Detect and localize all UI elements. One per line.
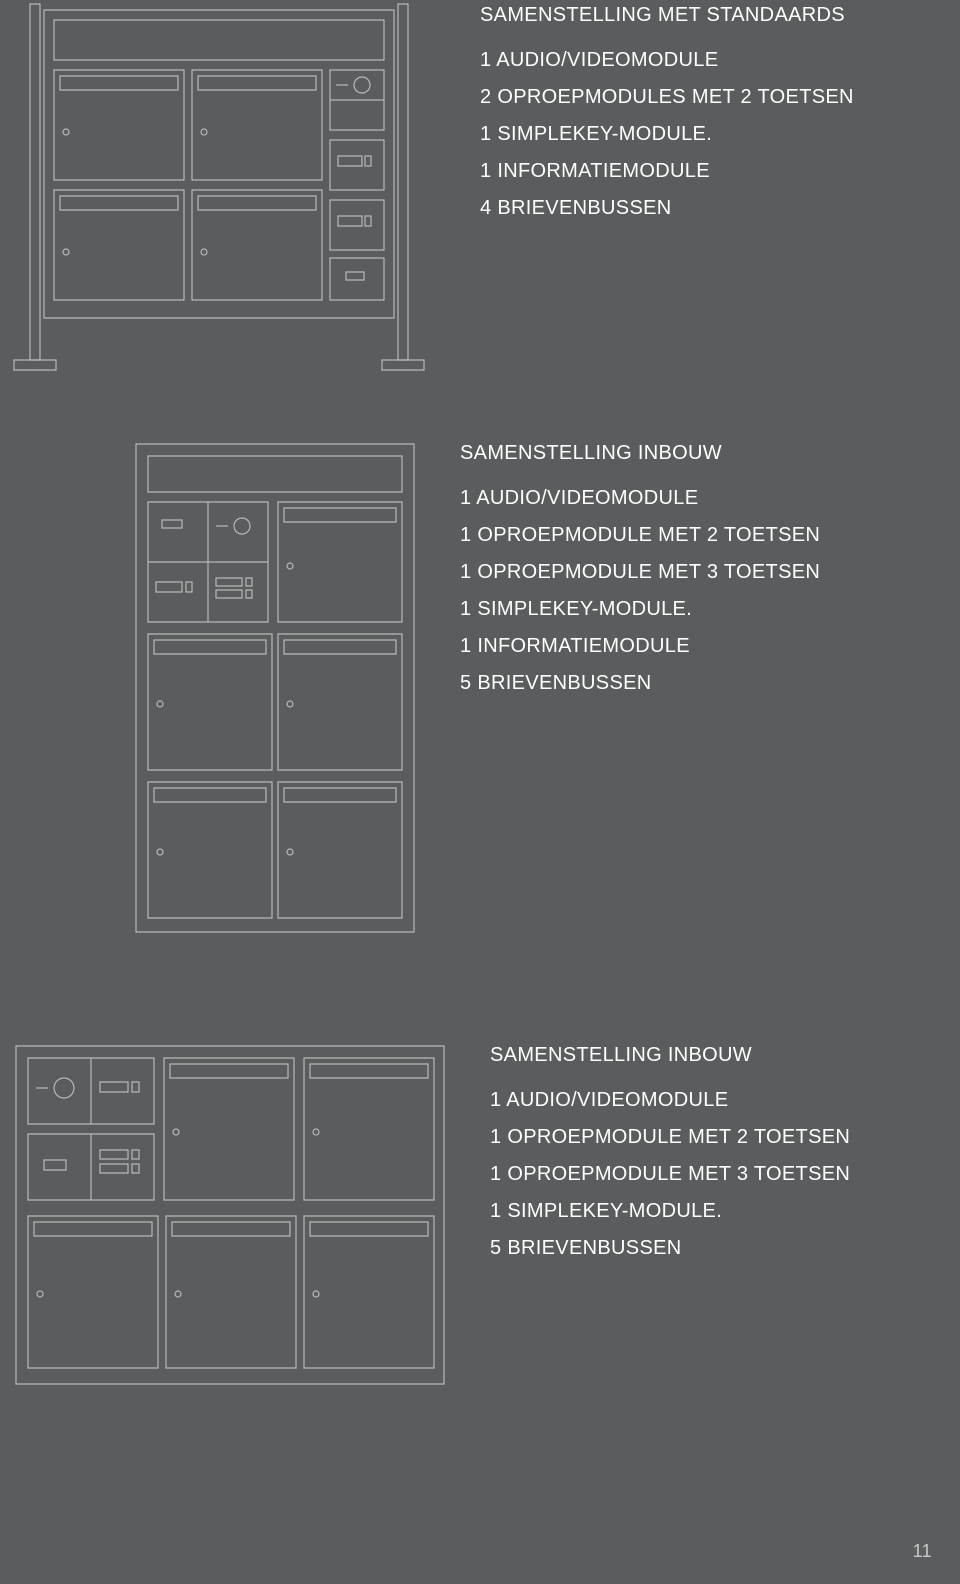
section-2-text: SAMENSTELLING INBOUW 1 AUDIO/VIDEOMODULE… [460, 438, 820, 709]
section-2-line: 1 OPROEPMODULE MET 2 TOETSEN [460, 524, 820, 547]
section-1: SAMENSTELLING MET STANDAARDS 1 AUDIO/VID… [10, 0, 854, 390]
section-3-line: 1 SIMPLEKEY-MODULE. [490, 1200, 850, 1223]
section-1-line: 1 AUDIO/VIDEOMODULE [480, 49, 854, 72]
section-2-line: 1 OPROEPMODULE MET 3 TOETSEN [460, 561, 820, 584]
section-1-line: 1 SIMPLEKEY-MODULE. [480, 123, 854, 146]
section-3-line: 5 BRIEVENBUSSEN [490, 1237, 850, 1260]
section-3-title: SAMENSTELLING INBOUW [490, 1044, 850, 1067]
section-2-line: 1 INFORMATIEMODULE [460, 635, 820, 658]
section-1-line: 1 INFORMATIEMODULE [480, 160, 854, 183]
diagram-inbouw-horizontal [10, 1040, 450, 1390]
section-1-title: SAMENSTELLING MET STANDAARDS [480, 4, 854, 27]
page-number: 11 [913, 1541, 932, 1562]
diagram-standaards [10, 0, 440, 390]
section-3-text: SAMENSTELLING INBOUW 1 AUDIO/VIDEOMODULE… [490, 1040, 850, 1274]
section-2-line: 5 BRIEVENBUSSEN [460, 672, 820, 695]
section-1-line: 4 BRIEVENBUSSEN [480, 197, 854, 220]
section-3-line: 1 OPROEPMODULE MET 3 TOETSEN [490, 1163, 850, 1186]
section-3-line: 1 AUDIO/VIDEOMODULE [490, 1089, 850, 1112]
section-2-title: SAMENSTELLING INBOUW [460, 442, 820, 465]
diagram-inbouw-vertical [130, 438, 420, 938]
section-3-line: 1 OPROEPMODULE MET 2 TOETSEN [490, 1126, 850, 1149]
section-2: SAMENSTELLING INBOUW 1 AUDIO/VIDEOMODULE… [130, 438, 820, 938]
section-1-text: SAMENSTELLING MET STANDAARDS 1 AUDIO/VID… [480, 0, 854, 234]
section-1-line: 2 OPROEPMODULES MET 2 TOETSEN [480, 86, 854, 109]
section-2-line: 1 SIMPLEKEY-MODULE. [460, 598, 820, 621]
section-3: SAMENSTELLING INBOUW 1 AUDIO/VIDEOMODULE… [10, 1040, 850, 1390]
section-2-line: 1 AUDIO/VIDEOMODULE [460, 487, 820, 510]
